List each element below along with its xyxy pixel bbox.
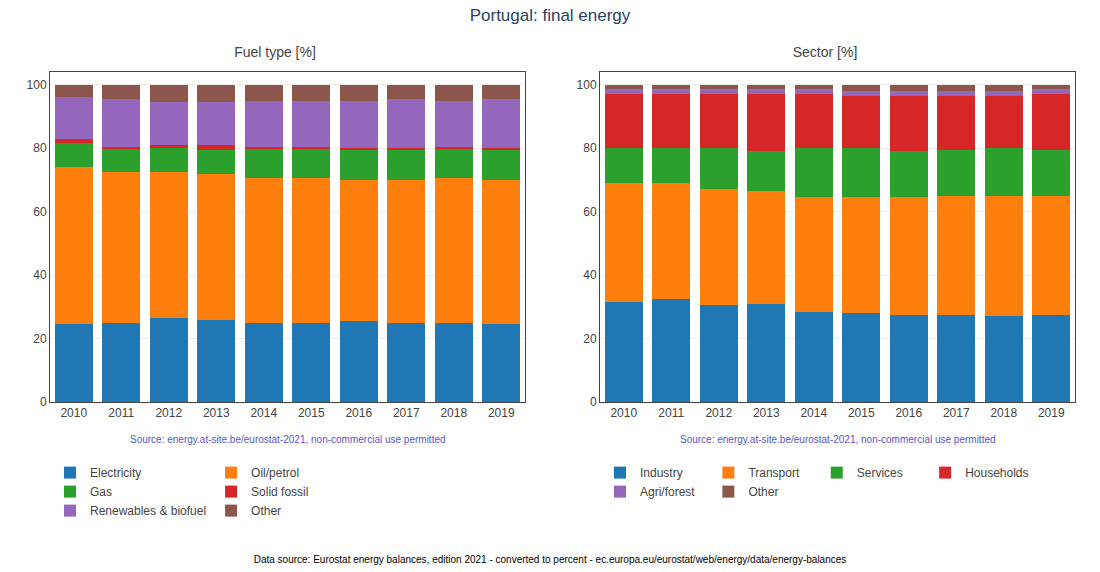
svg-text:Services: Services — [857, 466, 903, 480]
svg-text:Oil/petrol: Oil/petrol — [251, 466, 299, 480]
svg-text:2010: 2010 — [60, 406, 87, 420]
svg-text:2011: 2011 — [108, 406, 134, 420]
html-text:Portugal: final energy: Portugal: final energy — [469, 6, 631, 25]
svg-text:40: 40 — [33, 268, 47, 282]
svg-text:Industry: Industry — [640, 466, 683, 480]
svg-text:2017: 2017 — [393, 406, 420, 420]
svg-text:2017: 2017 — [943, 406, 970, 420]
svg-text:100: 100 — [27, 78, 47, 92]
svg-text:2013: 2013 — [753, 406, 780, 420]
svg-text:2015: 2015 — [848, 406, 875, 420]
svg-text:2012: 2012 — [705, 406, 732, 420]
svg-text:Transport: Transport — [748, 466, 800, 480]
svg-text:Households: Households — [965, 466, 1028, 480]
svg-text:Fuel type [%]: Fuel type [%] — [234, 44, 316, 60]
svg-text:Gas: Gas — [90, 485, 112, 499]
svg-text:Renewables & biofuel: Renewables & biofuel — [90, 504, 206, 518]
svg-text:2014: 2014 — [250, 406, 277, 420]
svg-text:Other: Other — [251, 504, 281, 518]
svg-text:80: 80 — [583, 141, 597, 155]
svg-text:2015: 2015 — [298, 406, 325, 420]
svg-text:2011: 2011 — [658, 406, 684, 420]
svg-text:80: 80 — [33, 141, 47, 155]
svg-text:2014: 2014 — [800, 406, 827, 420]
svg-text:Source: energy.at-site.be/euro: Source: energy.at-site.be/eurostat-2021,… — [680, 434, 996, 445]
svg-text:2012: 2012 — [155, 406, 182, 420]
svg-text:Electricity: Electricity — [90, 466, 141, 480]
svg-text:0: 0 — [590, 395, 597, 409]
svg-text:60: 60 — [583, 205, 597, 219]
svg-text:Sector [%]: Sector [%] — [793, 44, 858, 60]
svg-text:2019: 2019 — [1038, 406, 1065, 420]
svg-text:20: 20 — [583, 332, 597, 346]
svg-text:Solid fossil: Solid fossil — [251, 485, 308, 499]
svg-text:2016: 2016 — [895, 406, 922, 420]
svg-text:40: 40 — [583, 268, 597, 282]
svg-text:2013: 2013 — [203, 406, 230, 420]
svg-text:0: 0 — [40, 395, 47, 409]
svg-text:60: 60 — [33, 205, 47, 219]
svg-text:20: 20 — [33, 332, 47, 346]
svg-text:2010: 2010 — [610, 406, 637, 420]
svg-text:2016: 2016 — [345, 406, 372, 420]
html-text:Data source: Eurostat energy b: Data source: Eurostat energy balances, e… — [253, 554, 847, 565]
svg-text:2019: 2019 — [488, 406, 515, 420]
svg-text:Other: Other — [748, 485, 778, 499]
svg-text:Source: energy.at-site.be/euro: Source: energy.at-site.be/eurostat-2021,… — [130, 434, 446, 445]
svg-text:100: 100 — [577, 78, 597, 92]
svg-text:2018: 2018 — [990, 406, 1017, 420]
svg-text:Agri/forest: Agri/forest — [640, 485, 695, 499]
svg-text:2018: 2018 — [440, 406, 467, 420]
